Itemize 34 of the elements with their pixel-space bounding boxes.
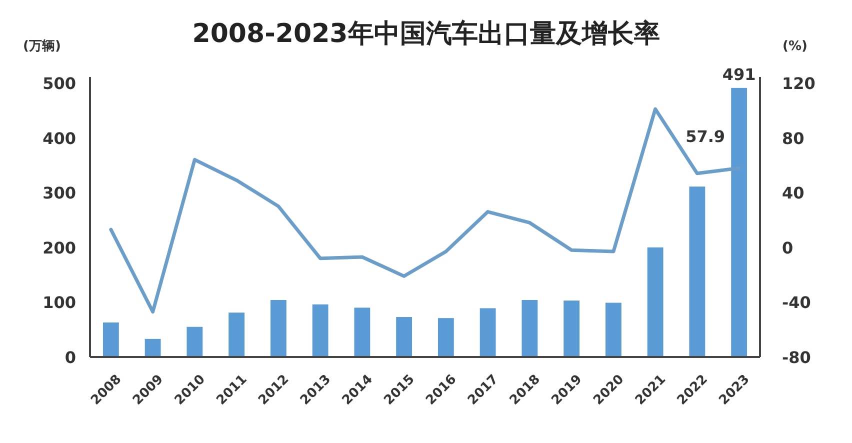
bar [354, 308, 370, 357]
bar [522, 300, 538, 357]
bar [228, 312, 245, 357]
y-tick-label: 300 [42, 184, 76, 203]
bar [689, 186, 706, 357]
chart-title: 2008-2023年中国汽车出口量及增长率 [192, 19, 660, 49]
bar [647, 247, 664, 357]
bar [102, 322, 119, 357]
bar [731, 88, 748, 357]
y-tick-label: 200 [42, 238, 76, 258]
bar [605, 302, 622, 357]
y-tick-label: 100 [42, 293, 76, 312]
data-label: 491 [722, 64, 756, 84]
y2-tick-label: -80 [782, 348, 811, 367]
y-tick-label: 0 [64, 348, 76, 367]
y2-tick-label: 80 [782, 128, 804, 148]
bar [480, 308, 496, 357]
bar [396, 316, 412, 357]
y2-tick-label: 0 [782, 238, 794, 258]
line-series [109, 107, 741, 314]
bar [144, 338, 161, 357]
bar [186, 326, 203, 357]
y-tick-label: 400 [42, 128, 76, 148]
y-tick-label: 500 [42, 74, 76, 93]
y-axis-title: (万辆) [23, 39, 61, 54]
y2-tick-label: 120 [782, 74, 816, 93]
y2-tick-label: 40 [782, 184, 804, 203]
bar [564, 300, 580, 357]
bar [438, 318, 454, 357]
y2-axis-title: (%) [782, 39, 808, 54]
bar [270, 300, 286, 357]
data-label: 57.9 [686, 127, 726, 146]
y2-tick-label: -40 [782, 293, 811, 312]
bar [312, 304, 328, 357]
